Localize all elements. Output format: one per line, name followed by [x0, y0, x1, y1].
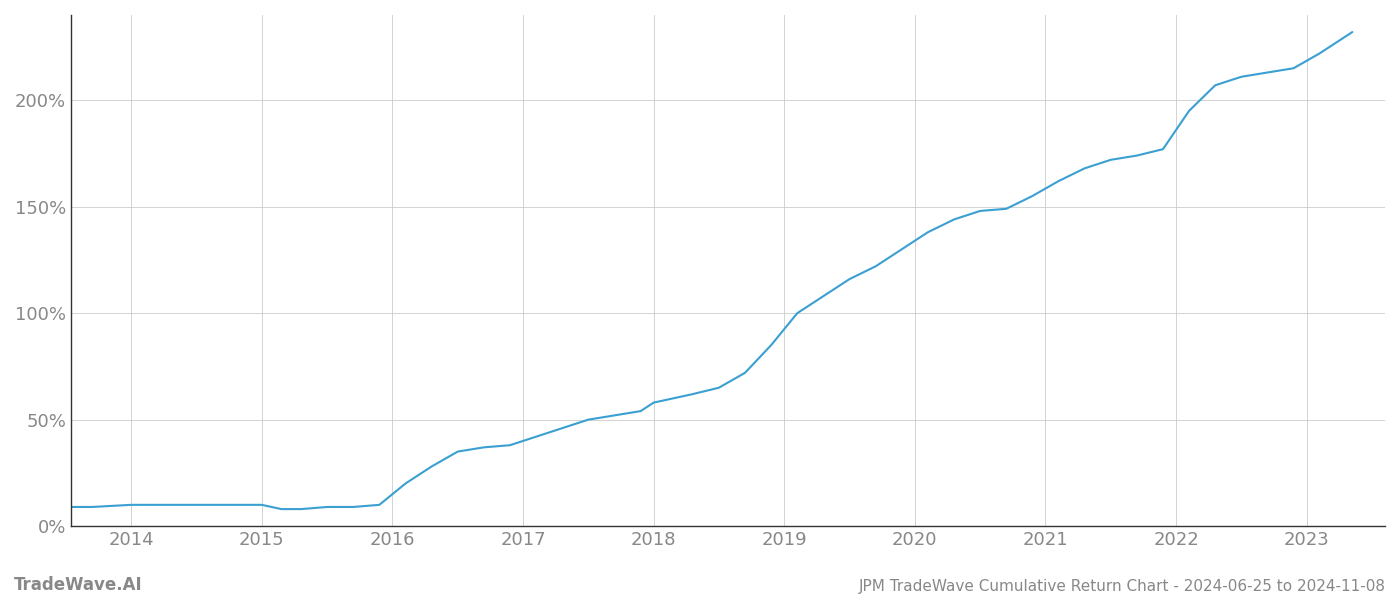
Text: JPM TradeWave Cumulative Return Chart - 2024-06-25 to 2024-11-08: JPM TradeWave Cumulative Return Chart - … [860, 579, 1386, 594]
Text: TradeWave.AI: TradeWave.AI [14, 576, 143, 594]
